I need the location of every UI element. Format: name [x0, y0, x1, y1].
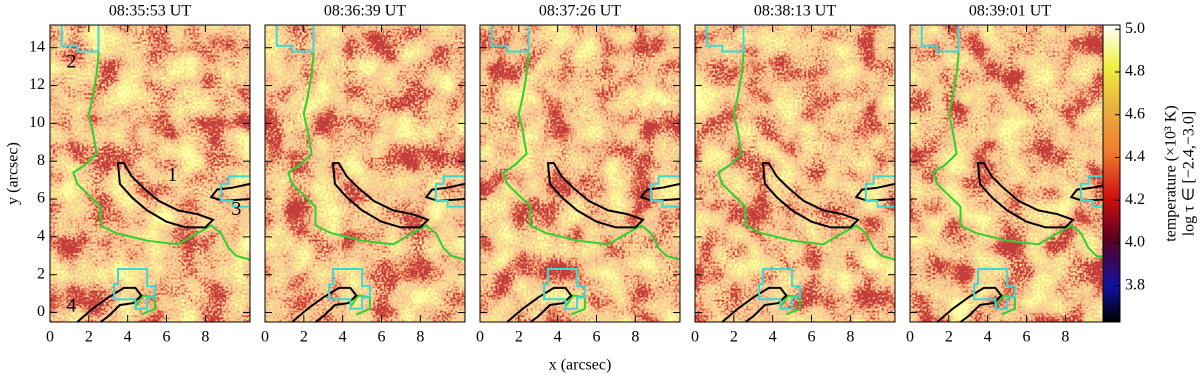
- x-tick-label: 0: [476, 329, 484, 346]
- x-tick-label: 0: [691, 329, 699, 346]
- colorbar-tick-label: 4.4: [1125, 148, 1145, 165]
- x-tick-label: 4: [124, 329, 132, 346]
- x-tick-label: 4: [984, 329, 992, 346]
- y-axis-label: y (arcsec): [5, 142, 22, 205]
- x-tick-label: 2: [85, 329, 93, 346]
- x-tick-label: 2: [515, 329, 523, 346]
- y-tick-label: 10: [29, 114, 45, 131]
- black-contour: [976, 162, 1075, 229]
- black-contour: [546, 162, 645, 229]
- cyan-contour: [275, 25, 315, 53]
- colorbar-tick-label: 5.0: [1125, 20, 1145, 37]
- panel-title: 08:39:01 UT: [969, 3, 1051, 20]
- black-contour: [331, 162, 430, 229]
- region-label: 2: [66, 50, 76, 72]
- cyan-contour: [973, 268, 1016, 310]
- colorbar-tick-label: 4.8: [1125, 63, 1145, 80]
- temperature-map: [50, 25, 250, 322]
- x-axis-label: x (arcsec): [549, 357, 612, 374]
- cyan-contour: [219, 175, 250, 208]
- black-contour: [76, 286, 143, 323]
- x-tick-label: 8: [416, 329, 424, 346]
- cyan-contour: [543, 268, 586, 310]
- panel-title: 08:36:39 UT: [324, 3, 406, 20]
- black-contour: [116, 162, 215, 229]
- colorbar-tick-label: 4.6: [1125, 105, 1145, 122]
- x-tick-label: 4: [554, 329, 562, 346]
- region-label: 3: [231, 198, 241, 220]
- contours: [490, 25, 681, 323]
- contours: [60, 25, 251, 323]
- cyan-contour: [328, 268, 371, 310]
- cyan-contour: [758, 268, 801, 310]
- x-tick-label: 2: [945, 329, 953, 346]
- black-contour: [721, 286, 788, 323]
- x-tick-label: 4: [339, 329, 347, 346]
- temperature-map: [480, 25, 680, 322]
- cyan-contour: [1079, 175, 1110, 208]
- green-contour: [502, 25, 681, 261]
- y-tick-label: 6: [37, 190, 45, 207]
- y-tick-label: 0: [37, 303, 45, 320]
- plot-frame: [479, 24, 681, 323]
- x-tick-label: 6: [593, 329, 601, 346]
- y-tick-label: 12: [29, 76, 45, 93]
- cyan-contour: [705, 25, 745, 53]
- panel-title: 08:38:13 UT: [754, 3, 836, 20]
- colorbar: [1102, 24, 1121, 323]
- panel-title: 08:35:53 UT: [109, 3, 191, 20]
- green-contour: [932, 25, 1111, 261]
- black-contour: [506, 286, 573, 323]
- contours: [920, 25, 1111, 323]
- panel-title: 08:37:26 UT: [539, 3, 621, 20]
- x-tick-label: 8: [201, 329, 209, 346]
- x-tick-label: 8: [846, 329, 854, 346]
- x-tick-label: 0: [46, 329, 54, 346]
- plot-frame: [49, 24, 251, 323]
- region-label: 4: [66, 294, 76, 316]
- temperature-map: [265, 25, 465, 322]
- x-tick-label: 8: [1061, 329, 1069, 346]
- colorbar-label: temperature (×10³ K): [1163, 105, 1180, 241]
- cyan-contour: [490, 25, 530, 53]
- colorbar-tick-label: 3.8: [1125, 276, 1145, 293]
- y-tick-label: 8: [37, 152, 45, 169]
- green-contour: [717, 25, 896, 261]
- black-contour: [291, 286, 358, 323]
- x-tick-label: 6: [163, 329, 171, 346]
- cyan-contour: [649, 175, 680, 208]
- x-tick-label: 6: [808, 329, 816, 346]
- x-tick-label: 2: [300, 329, 308, 346]
- y-tick-label: 2: [37, 265, 45, 282]
- cyan-contour: [920, 25, 960, 53]
- x-tick-label: 8: [631, 329, 639, 346]
- plot-frame: [264, 24, 466, 323]
- black-contour: [936, 286, 1003, 323]
- x-tick-label: 0: [261, 329, 269, 346]
- plot-frame: [694, 24, 896, 323]
- colorbar-tick-label: 4.2: [1125, 191, 1145, 208]
- temperature-map: [695, 25, 895, 322]
- colorbar-sublabel: log τ ∈ [−2.4,−3.0]: [1181, 111, 1198, 237]
- cyan-contour: [864, 175, 895, 208]
- green-contour: [287, 25, 466, 261]
- black-contour: [761, 162, 860, 229]
- green-contour: [72, 25, 251, 261]
- cyan-contour: [113, 268, 156, 310]
- temperature-map: [910, 25, 1110, 322]
- contours: [705, 25, 896, 323]
- x-tick-label: 4: [769, 329, 777, 346]
- cyan-contour: [60, 25, 100, 53]
- y-tick-label: 14: [29, 38, 45, 55]
- colorbar-tick-label: 4.0: [1125, 234, 1145, 251]
- y-tick-label: 4: [37, 228, 45, 245]
- cyan-contour: [434, 175, 465, 208]
- x-tick-label: 2: [730, 329, 738, 346]
- region-label: 1: [167, 164, 177, 186]
- x-tick-label: 0: [906, 329, 914, 346]
- x-tick-label: 6: [378, 329, 386, 346]
- x-tick-label: 6: [1023, 329, 1031, 346]
- contours: [275, 25, 466, 323]
